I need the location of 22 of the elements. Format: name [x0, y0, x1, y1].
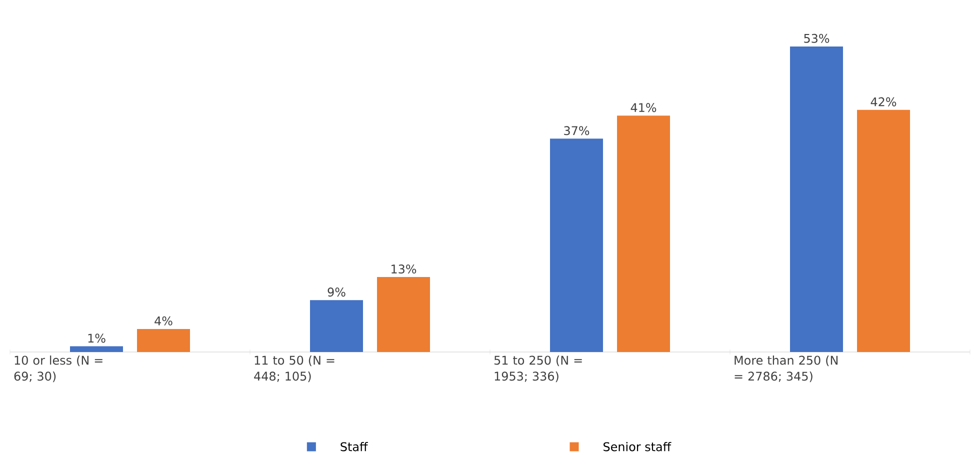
data-label: 53%: [804, 34, 830, 43]
x-tick-label: 11 to 50 (N = 448; 105): [254, 356, 334, 382]
data-label: 1%: [88, 334, 106, 343]
data-label: 37%: [564, 126, 590, 136]
x-tick-label: More than 250 (N = 2786; 345): [734, 356, 838, 382]
bar: [790, 46, 844, 352]
data-label: 4%: [154, 316, 172, 326]
x-tick-label: 51 to 250 (N = 1953; 336): [494, 356, 582, 382]
x-tick-label: 10 or less (N = 69; 30): [14, 356, 102, 382]
bar: [617, 116, 670, 352]
bar: [377, 277, 430, 352]
bar: [550, 138, 604, 352]
bar: [70, 346, 123, 352]
data-label: 42%: [870, 97, 896, 106]
bar: [310, 300, 364, 352]
data-label: 9%: [328, 288, 346, 297]
bar: [137, 328, 190, 352]
legend-label: Staff: [340, 442, 368, 452]
legend-label: Senior staff: [604, 442, 672, 452]
data-label: 41%: [630, 103, 656, 112]
data-label: 13%: [392, 264, 416, 274]
bar: [857, 110, 910, 352]
